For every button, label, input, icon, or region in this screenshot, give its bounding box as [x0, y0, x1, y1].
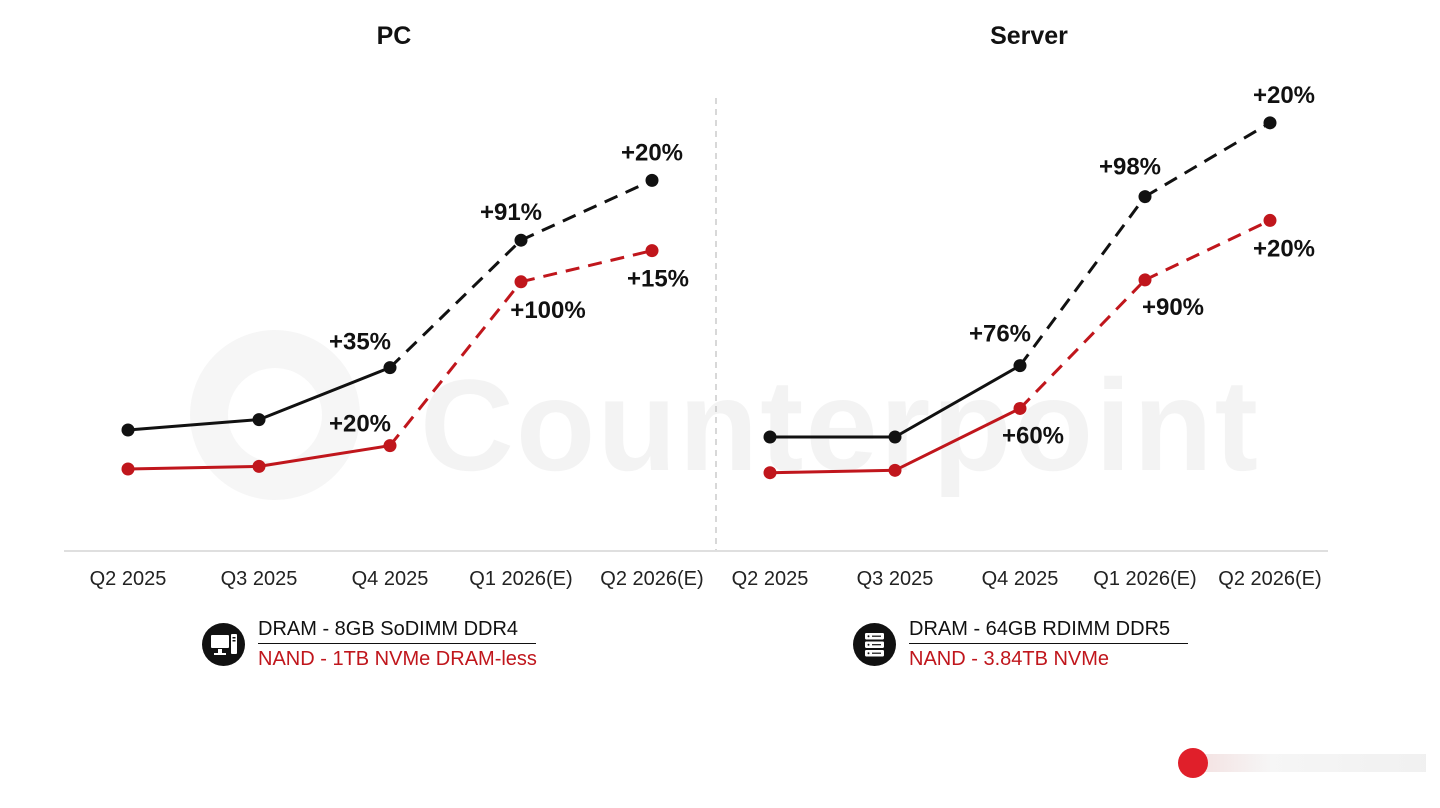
server-series-nand-point — [1013, 401, 1027, 415]
pc-dram-legend-label: DRAM - 8GB SoDIMM DDR4 — [258, 618, 537, 644]
server-series-dram-segment — [1144, 121, 1271, 198]
server-series-dram-point — [1263, 116, 1277, 130]
server-series-dram-data-label: +20% — [1253, 82, 1315, 109]
pc-nand-legend-label: NAND - 1TB NVMe DRAM-less — [258, 648, 537, 670]
server-series-nand-segment — [894, 407, 1021, 472]
pc-series-dram-segment — [127, 418, 260, 432]
pc-series-nand-data-label: +15% — [627, 266, 689, 293]
pc-x-tick-label: Q2 2025 — [90, 568, 167, 590]
server-series-nand-data-label: +60% — [1002, 422, 1064, 449]
server-series-nand-segment — [1018, 278, 1147, 410]
pc-x-tick-label: Q1 2026(E) — [469, 568, 572, 590]
pc-chart-title: PC — [376, 22, 412, 50]
pc-series-dram-point — [121, 423, 135, 437]
server-series-dram-point — [1013, 359, 1027, 373]
server-series-dram-point — [888, 430, 902, 444]
server-series-nand-point — [888, 463, 902, 477]
pc-series-nand-data-label: +100% — [510, 297, 585, 324]
pc-series-dram-data-label: +91% — [480, 199, 542, 226]
server-x-tick-label: Q4 2025 — [982, 568, 1059, 590]
desktop-computer-icon — [202, 623, 245, 666]
server-series-nand-point — [763, 466, 777, 480]
server-series-nand-point — [1138, 273, 1152, 287]
pc-x-tick-label: Q2 2026(E) — [600, 568, 703, 590]
pc-series-nand-point — [514, 275, 528, 289]
server-series-dram-data-label: +76% — [969, 321, 1031, 348]
server-dram-legend-label: DRAM - 64GB RDIMM DDR5 — [909, 618, 1189, 644]
pc-series-nand-segment — [388, 280, 523, 447]
pc-series-nand-point — [645, 244, 659, 258]
pc-series-nand-data-label: +20% — [329, 411, 391, 438]
server-series-nand-segment — [1144, 219, 1271, 282]
pc-series-nand-segment — [258, 444, 391, 468]
server-series-nand-segment — [769, 468, 896, 475]
pc-x-tick-label: Q4 2025 — [352, 568, 429, 590]
pc-series-dram-segment — [520, 179, 653, 242]
pc-x-tick-label: Q3 2025 — [221, 568, 298, 590]
server-series-dram-segment — [1018, 195, 1147, 367]
corner-badge — [1178, 746, 1428, 780]
pc-series-dram-point — [252, 413, 266, 427]
server-series-dram-point — [763, 430, 777, 444]
server-series-nand-point — [1263, 213, 1277, 227]
server-series-dram-data-label: +98% — [1099, 154, 1161, 181]
pc-series-dram-segment — [388, 239, 523, 369]
server-nand-legend-label: NAND - 3.84TB NVMe — [909, 648, 1110, 670]
pc-series-dram-data-label: +35% — [329, 329, 391, 356]
server-series-dram-segment — [894, 364, 1021, 439]
pc-series-nand-point — [383, 439, 397, 453]
pc-series-nand-point — [121, 462, 135, 476]
pc-series-dram-point — [645, 173, 659, 187]
corner-badge-dot-icon — [1178, 748, 1208, 778]
server-x-tick-label: Q1 2026(E) — [1093, 568, 1196, 590]
server-series-nand-data-label: +90% — [1142, 294, 1204, 321]
pc-series-nand-segment — [127, 464, 260, 471]
server-rack-icon — [853, 623, 896, 666]
pc-series-dram-segment — [258, 366, 391, 421]
corner-badge-bar — [1204, 754, 1426, 772]
server-x-tick-label: Q2 2026(E) — [1218, 568, 1321, 590]
server-series-dram-point — [1138, 190, 1152, 204]
pc-series-dram-data-label: +20% — [621, 139, 683, 166]
pc-series-nand-point — [252, 459, 266, 473]
server-x-tick-label: Q2 2025 — [732, 568, 809, 590]
server-series-nand-data-label: +20% — [1253, 235, 1315, 262]
server-chart-title: Server — [990, 22, 1068, 50]
pc-series-dram-point — [514, 233, 528, 247]
pc-series-dram-point — [383, 361, 397, 375]
server-x-tick-label: Q3 2025 — [857, 568, 934, 590]
